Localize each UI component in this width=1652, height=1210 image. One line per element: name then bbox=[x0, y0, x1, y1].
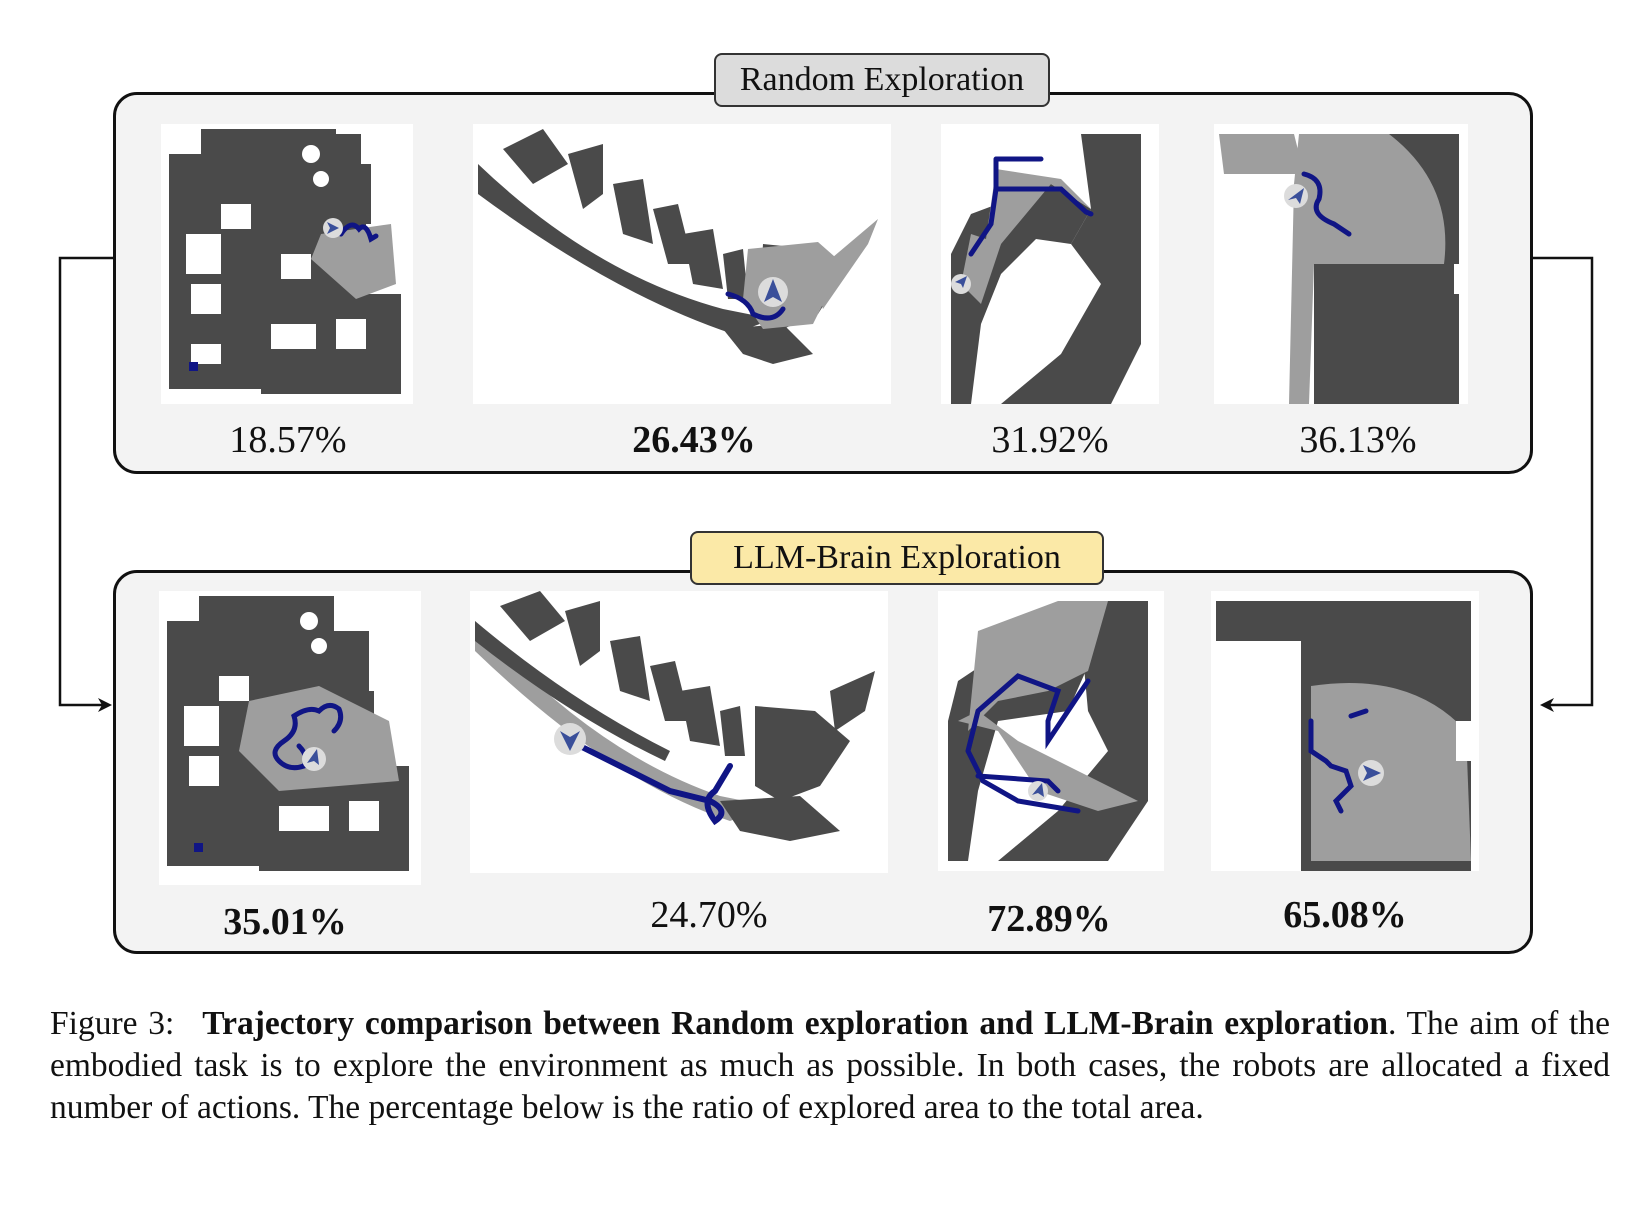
robot-arrow-icon bbox=[323, 218, 343, 238]
random-exploration-title: Random Exploration bbox=[714, 53, 1050, 107]
llm-percentage-2: 24.70% bbox=[650, 894, 768, 936]
random-map-4 bbox=[1214, 124, 1468, 404]
llm-percentage-1: 35.01% bbox=[223, 901, 347, 943]
llm-brain-exploration-title: LLM-Brain Exploration bbox=[690, 531, 1104, 585]
connector-arrow-icon bbox=[98, 698, 112, 712]
robot-arrow-icon bbox=[302, 747, 326, 771]
caption-title-end: . bbox=[1388, 1005, 1397, 1042]
random-percentage-3: 31.92% bbox=[991, 419, 1109, 461]
figure-caption: Figure 3: Trajectory comparison between R… bbox=[50, 1003, 1610, 1129]
robot-arrow-icon bbox=[1358, 760, 1384, 786]
figure-label: Figure 3: bbox=[50, 1005, 175, 1042]
robot-arrow-icon bbox=[758, 277, 788, 307]
random-percentage-4: 36.13% bbox=[1299, 419, 1417, 461]
random-map-2 bbox=[473, 124, 891, 404]
llm-map-4 bbox=[1211, 591, 1479, 871]
llm-map-2 bbox=[470, 591, 888, 873]
robot-arrow-icon bbox=[951, 274, 971, 294]
llm-percentage-4: 65.08% bbox=[1283, 894, 1407, 936]
caption-body: The aim of the embodied task is to explo… bbox=[50, 1005, 1610, 1126]
robot-arrow-icon bbox=[1028, 781, 1048, 801]
llm-percentage-3: 72.89% bbox=[987, 898, 1111, 940]
random-percentage-2: 26.43% bbox=[632, 419, 756, 461]
robot-arrow-icon bbox=[554, 723, 586, 755]
robot-arrow-icon bbox=[1284, 184, 1308, 208]
llm-map-1 bbox=[159, 591, 421, 885]
connector-arrow-icon bbox=[1540, 698, 1554, 712]
random-percentage-1: 18.57% bbox=[229, 419, 347, 461]
caption-title: Trajectory comparison between Random exp… bbox=[202, 1005, 1388, 1042]
random-map-3 bbox=[941, 124, 1159, 404]
random-map-1 bbox=[161, 124, 413, 404]
llm-map-3 bbox=[938, 591, 1164, 871]
